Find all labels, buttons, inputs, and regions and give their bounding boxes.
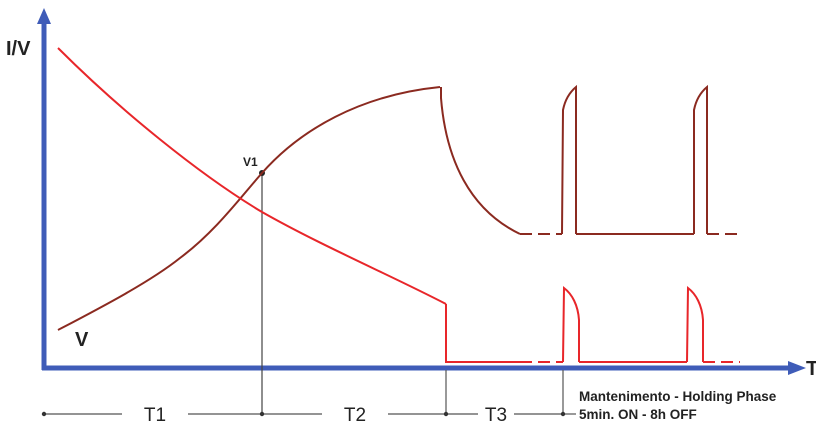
- current-pulse-2: [686, 286, 704, 363]
- current-pulse-1: [562, 286, 580, 363]
- current-decay: [57, 47, 447, 305]
- voltage-pulse-1: [561, 84, 577, 235]
- x-axis-arrow: [788, 361, 806, 375]
- voltage-pulse-2: [693, 84, 708, 234]
- tick-t1-end: [259, 411, 265, 417]
- phase-t1-label: T1: [144, 405, 166, 426]
- tick-start: [41, 411, 47, 417]
- x-axis-label: T: [806, 358, 816, 380]
- phase-t3-label: T3: [485, 405, 507, 426]
- current-curve: [57, 47, 740, 363]
- voltage-rise: [57, 86, 441, 331]
- y-axis-arrow: [37, 8, 51, 24]
- tick-t2-end: [443, 411, 449, 417]
- voltage-label: V: [75, 329, 89, 351]
- holding-phase-schedule: 5min. ON - 8h OFF: [579, 407, 697, 422]
- timeline-ticks: [41, 411, 566, 417]
- holding-phase-label: Mantenimento - Holding Phase: [579, 389, 777, 404]
- voltage-decay: [440, 87, 521, 235]
- phase-t2-label: T2: [344, 405, 366, 426]
- current-drop: [445, 304, 520, 363]
- tick-t3-end: [560, 411, 566, 417]
- axes: I/V T: [6, 8, 816, 380]
- voltage-curve: [57, 84, 740, 331]
- y-axis-label: I/V: [6, 38, 31, 60]
- v1-label: V1: [243, 155, 258, 169]
